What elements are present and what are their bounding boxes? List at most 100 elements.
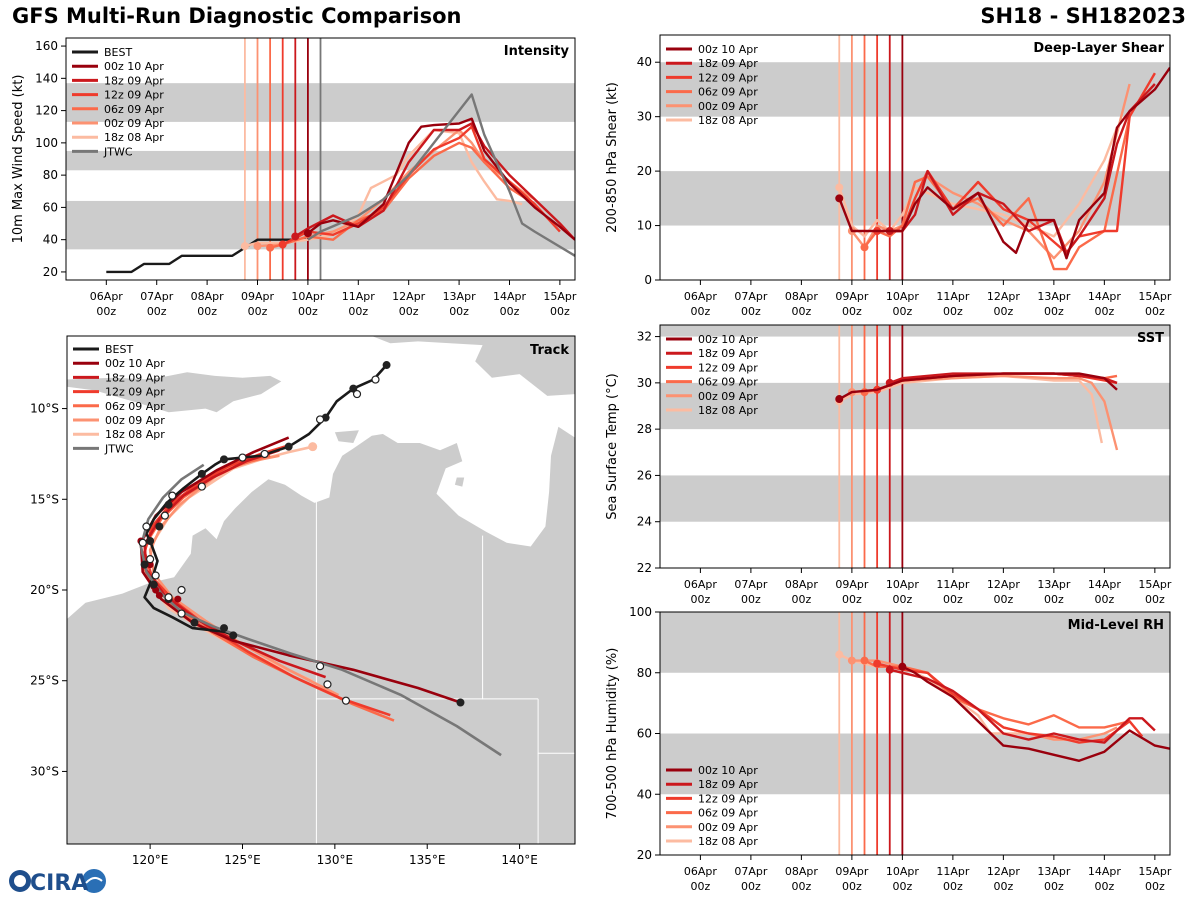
shear-title: Deep-Layer Shear [1033, 41, 1164, 56]
rh-init-marker-4 [885, 665, 894, 674]
intensity-ytick-label-1: 40 [43, 233, 58, 247]
rh-series-3 [876, 662, 1144, 744]
sst-band-2 [660, 325, 1170, 337]
shear-init-marker-0 [835, 183, 844, 192]
rh-ylabel: 700-500 hPa Humidity (%) [605, 648, 620, 820]
track-jtwc-point-13 [177, 609, 186, 618]
lesser-sunda-islands [67, 372, 282, 413]
intensity-xtick-label-3: 09Apr [241, 290, 275, 303]
track-jtwc-point-12 [177, 585, 186, 595]
rh-init-marker-3 [873, 659, 882, 668]
track-legend-label-6: 18z 08 Apr [105, 428, 165, 441]
shear-ylabel: 200-850 hPa Shear (kt) [605, 82, 620, 233]
sst-xtick-label-8: 14Apr [1088, 578, 1122, 591]
intensity-xtick-sub-1: 00z [147, 305, 167, 318]
tiwi-islands [334, 430, 359, 443]
rh-ytick-label-0: 20 [637, 848, 652, 862]
track-xtick-label-4: 140°E [501, 853, 538, 867]
cira-logo: CIRA [6, 866, 106, 896]
track-jtwc-point-9 [138, 538, 147, 547]
intensity-xtick-label-9: 15Apr [543, 290, 577, 303]
shear-xtick-sub-7: 00z [1044, 305, 1064, 318]
track-jtwc-point-15 [315, 662, 325, 671]
sst-ytick-label-5: 32 [637, 330, 652, 344]
sst-xtick-label-3: 09Apr [835, 578, 869, 591]
shear-series-5 [838, 67, 1170, 260]
rh-xtick-label-6: 12Apr [987, 865, 1021, 878]
sst-band-1 [660, 382, 1170, 430]
rh-series-2 [863, 659, 1130, 729]
shear-xtick-sub-4: 00z [892, 305, 912, 318]
intensity-xtick-label-0: 06Apr [90, 290, 124, 303]
intensity-ytick-label-3: 80 [43, 168, 58, 182]
sst-legend-label-3: 06z 09 Apr [698, 376, 758, 389]
intensity-legend-label-7: JTWC [103, 145, 133, 158]
rh-series-4 [889, 668, 1156, 744]
sst-xtick-sub-5: 00z [943, 593, 963, 606]
intensity-xtick-label-1: 07Apr [140, 290, 174, 303]
sst-xtick-label-0: 06Apr [684, 578, 718, 591]
shear-init-marker-2 [860, 243, 869, 252]
sst-band-0 [660, 475, 1170, 522]
shear-ytick-label-4: 40 [637, 55, 652, 69]
rh-legend-label-0: 00z 10 Apr [698, 764, 758, 777]
rh-init-marker-1 [847, 656, 856, 665]
track-jtwc-point-14 [164, 593, 173, 602]
rh-xtick-sub-6: 00z [993, 880, 1013, 893]
shear-xtick-label-6: 12Apr [987, 290, 1021, 303]
intensity-ytick-label-2: 60 [43, 200, 58, 214]
rh-xtick-label-3: 09Apr [835, 865, 869, 878]
shear-frame [659, 34, 1171, 281]
shear-ytick-label-0: 0 [644, 273, 652, 287]
rh-xtick-sub-7: 00z [1044, 880, 1064, 893]
sst-xtick-sub-4: 00z [892, 593, 912, 606]
shear-legend-label-5: 18z 08 Apr [698, 114, 758, 127]
track-xtick-label-3: 135°E [409, 853, 446, 867]
sst-xtick-label-4: 10Apr [886, 578, 920, 591]
intensity-ytick-label-7: 160 [35, 39, 58, 53]
track-legend-label-3: 12z 09 Apr [105, 386, 165, 399]
intensity-legend-label-0: BEST [104, 46, 132, 59]
intensity-plot-area [106, 38, 575, 280]
track-jtwc-point-4 [238, 453, 247, 462]
sst-title: SST [1137, 331, 1164, 346]
rh-xtick-label-0: 06Apr [684, 865, 718, 878]
rh-xtick-sub-3: 00z [842, 880, 862, 893]
track-ytick-label-4: 30°S [30, 764, 59, 778]
intensity-legend-label-4: 06z 09 Apr [104, 103, 164, 116]
rh-band-1 [660, 612, 1170, 673]
rh-legend-label-3: 06z 09 Apr [698, 807, 758, 820]
sst-xtick-label-1: 07Apr [734, 578, 768, 591]
shear-xtick-sub-1: 00z [741, 305, 761, 318]
shear-xtick-label-9: 15Apr [1138, 290, 1172, 303]
sst-legend-label-2: 12z 09 Apr [698, 361, 758, 374]
rh-xtick-sub-2: 00z [791, 880, 811, 893]
sst-ytick-label-4: 30 [637, 376, 652, 390]
track-jtwc-point-17 [341, 696, 351, 705]
rh-chart: 20 40 60 80 100 06Apr 00z 07Apr 00z 08Apr 00z 09Apr… [605, 605, 1172, 893]
rh-xtick-label-1: 07Apr [734, 865, 768, 878]
track-run-point-4 [155, 591, 163, 599]
shear-legend-label-4: 00z 09 Apr [698, 100, 758, 113]
cira-logo-text: CIRA [30, 871, 88, 896]
track-title: Track [530, 343, 569, 358]
intensity-ytick-label-0: 20 [43, 265, 58, 279]
shear-legend-label-0: 00z 10 Apr [698, 43, 758, 56]
intensity-legend-label-2: 18z 09 Apr [104, 74, 164, 87]
sst-xtick-sub-0: 00z [691, 593, 711, 606]
track-run-start-point [308, 442, 318, 452]
page-title: GFS Multi-Run Diagnostic Comparison [12, 4, 462, 28]
track-best-point-5 [197, 469, 206, 478]
rh-xtick-sub-1: 00z [741, 880, 761, 893]
intensity-init-marker-5 [291, 232, 300, 241]
intensity-series-7 [307, 93, 575, 257]
track-jtwc-point-10 [146, 555, 155, 564]
intensity-legend-label-5: 00z 09 Apr [104, 117, 164, 130]
track-plot-area [67, 336, 575, 844]
track-xtick-label-0: 120°E [132, 853, 169, 867]
shear-xtick-sub-5: 00z [943, 305, 963, 318]
sst-xtick-sub-8: 00z [1094, 593, 1114, 606]
intensity-xtick-sub-7: 00z [449, 305, 469, 318]
intensity-xtick-sub-4: 00z [298, 305, 318, 318]
rh-legend-label-5: 18z 08 Apr [698, 835, 758, 848]
